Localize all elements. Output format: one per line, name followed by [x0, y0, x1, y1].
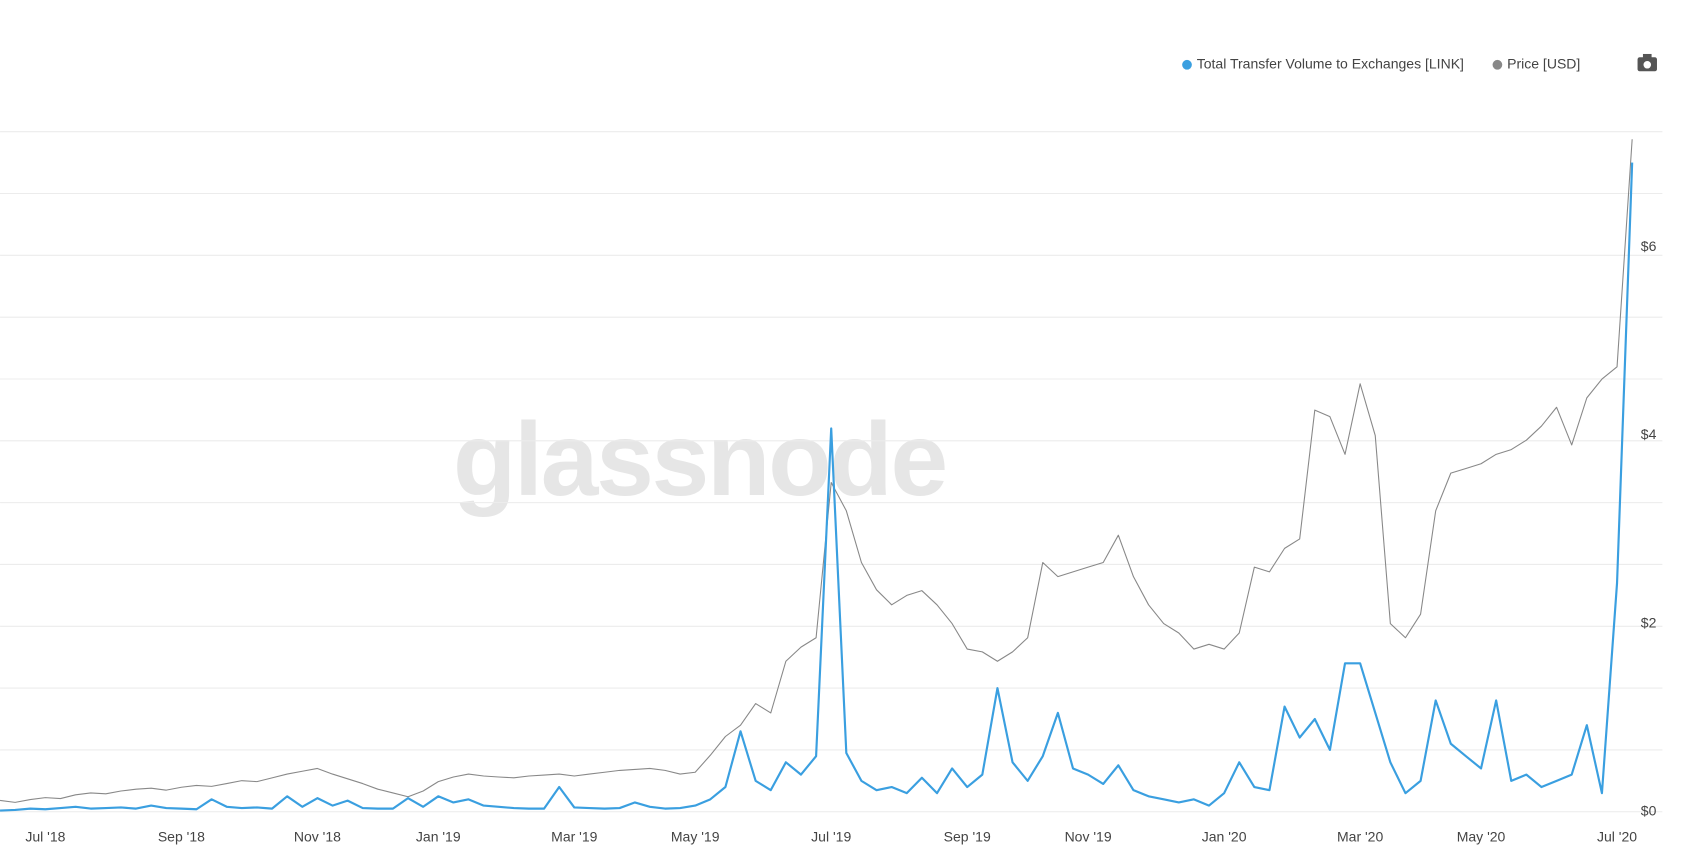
x-tick-label: Jul '20 [1597, 828, 1637, 844]
legend-label: Price [USD] [1507, 55, 1580, 71]
y2-tick-label: $0 [1641, 802, 1657, 818]
camera-top[interactable] [1642, 53, 1652, 59]
x-tick-label: Nov '18 [294, 828, 341, 844]
x-tick-label: Mar '20 [1337, 828, 1384, 844]
grid [0, 131, 1663, 813]
y2-tick-label: $4 [1641, 426, 1657, 442]
legend: Total Transfer Volume to Exchanges [LINK… [1182, 55, 1580, 71]
camera-lens[interactable] [1643, 60, 1652, 69]
x-tick-label: Mar '19 [551, 828, 598, 844]
x-tick-label: Jan '19 [416, 828, 461, 844]
watermark: glassnode [453, 401, 946, 517]
x-tick-label: Sep '19 [944, 828, 991, 844]
x-tick-label: Sep '18 [158, 828, 205, 844]
x-tick-label: May '20 [1457, 828, 1506, 844]
series-line [0, 162, 1634, 812]
legend-marker [1492, 59, 1503, 70]
legend-marker [1182, 59, 1192, 70]
camera-icon[interactable] [1637, 53, 1657, 72]
y2-tick-label: $6 [1641, 238, 1657, 254]
series-line [0, 139, 1633, 803]
x-tick-label: Nov '19 [1065, 828, 1112, 844]
x-tick-label: Jan '20 [1202, 828, 1247, 844]
x-tick-label: Jul '18 [25, 828, 65, 844]
y2-tick-label: $2 [1641, 614, 1657, 630]
x-tick-label: Jul '19 [811, 828, 851, 844]
x-tick-label: May '19 [671, 828, 720, 844]
legend-label: Total Transfer Volume to Exchanges [LINK… [1197, 55, 1464, 71]
